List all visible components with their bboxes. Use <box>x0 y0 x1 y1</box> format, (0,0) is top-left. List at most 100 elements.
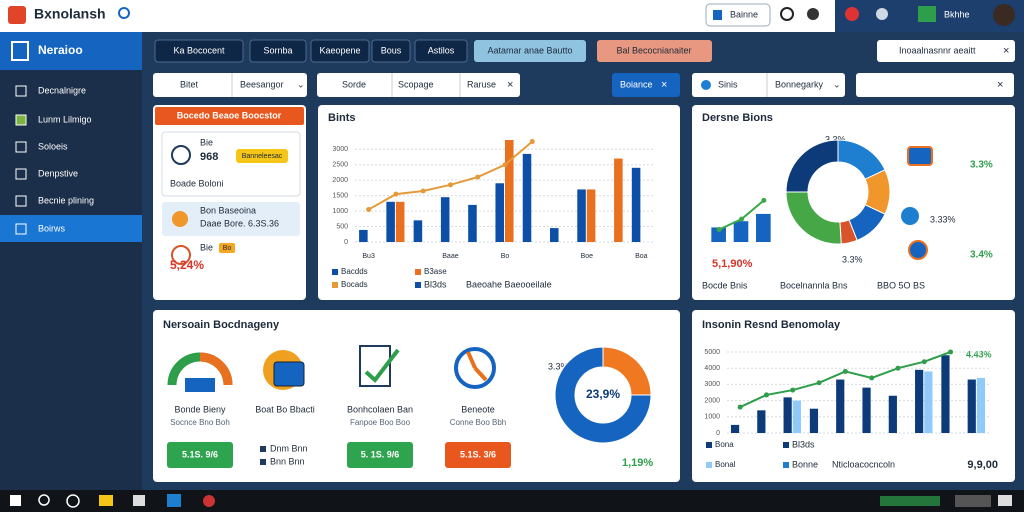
point <box>502 162 508 168</box>
icon <box>907 146 933 166</box>
point <box>895 365 901 371</box>
action-button[interactable] <box>474 40 586 62</box>
toolbar-label: Astilos <box>428 45 455 55</box>
sidebar-items: Decnalnigre Lunm Lilmigo Soloeis Denpstive B… <box>15 85 94 235</box>
logo[interactable] <box>8 6 26 24</box>
toolbar-button[interactable] <box>371 39 411 63</box>
start-button[interactable] <box>10 495 21 506</box>
bar <box>976 377 986 433</box>
point <box>790 387 796 393</box>
filter[interactable] <box>692 73 845 97</box>
close-icon[interactable]: × <box>507 79 513 91</box>
search-icon[interactable] <box>38 494 50 506</box>
kpi-button[interactable] <box>167 442 233 468</box>
toolbar-button[interactable] <box>154 39 244 63</box>
toolbar-button[interactable] <box>310 39 370 63</box>
bar <box>924 371 933 433</box>
filter-chip[interactable] <box>612 73 680 97</box>
filter-label: Sorde <box>342 79 366 89</box>
toolbar-label: Kaeopene <box>319 45 360 55</box>
kpi-button-label: 5. 1S. 9/6 <box>361 449 400 459</box>
y-tick-label: 4000 <box>704 365 720 372</box>
point <box>366 207 372 213</box>
user-name[interactable]: Bkhhe <box>944 9 970 19</box>
filter-input[interactable] <box>856 73 1014 97</box>
magnifier[interactable] <box>780 7 794 21</box>
bar <box>792 400 801 433</box>
toolbar-label: Bous <box>381 45 402 55</box>
icon <box>901 207 919 225</box>
bar <box>941 355 950 433</box>
app-icon[interactable] <box>203 495 215 507</box>
nav-item[interactable]: Boirws <box>38 223 66 233</box>
notifications[interactable] <box>998 495 1012 506</box>
stat: 3.33% <box>930 214 956 224</box>
nav-item[interactable]: Lunm Lilmigo <box>38 114 92 124</box>
task-view[interactable] <box>66 494 80 508</box>
panel-title: Dersne Bions <box>702 112 773 124</box>
kpi-title: Boat Bo Bbacti <box>255 404 315 414</box>
nav-item[interactable]: Decnalnigre <box>38 85 86 95</box>
chart-note: Nticloacocncoln <box>832 459 895 469</box>
card-sub: Daae Bore. 6.3S.36 <box>200 218 279 228</box>
bar <box>522 153 532 242</box>
toolbar-button[interactable] <box>249 39 307 63</box>
filter[interactable] <box>153 73 307 97</box>
kpi-button[interactable] <box>347 442 413 468</box>
close-icon[interactable]: × <box>1003 45 1009 57</box>
x-tick-label: Bo <box>501 253 510 260</box>
bar <box>711 227 726 242</box>
total: 9,9,00 <box>967 459 998 471</box>
x-tick-label: Boe <box>581 253 594 260</box>
action-button[interactable] <box>597 40 712 62</box>
nav-item[interactable]: Becnie plining <box>38 195 94 205</box>
bar <box>550 228 559 242</box>
kpi-icon <box>466 351 488 382</box>
icon <box>908 240 928 260</box>
panel-foot: Bocde Bnis <box>702 280 748 290</box>
sidebar-header <box>0 32 142 70</box>
point <box>716 227 722 233</box>
filter-label: Sinis <box>718 79 738 89</box>
kpi-button[interactable] <box>445 442 511 468</box>
bar <box>757 410 766 433</box>
filter-icon <box>701 80 711 90</box>
search-label: Bainne <box>730 9 758 19</box>
app-icon[interactable] <box>99 495 113 506</box>
y-tick-label: 2000 <box>332 177 348 184</box>
nav-item[interactable]: Soloeis <box>38 141 68 151</box>
close-icon[interactable]: × <box>997 79 1003 91</box>
apps-icon[interactable] <box>876 8 888 20</box>
bar <box>413 220 423 242</box>
bullet <box>260 446 266 452</box>
tray[interactable] <box>880 496 940 506</box>
bar <box>440 197 450 242</box>
y-tick-label: 2500 <box>332 162 348 169</box>
stat: 3.4% <box>970 250 993 261</box>
bar <box>468 204 477 242</box>
legend-swatch <box>415 269 421 275</box>
sidebar <box>0 32 142 490</box>
close-icon[interactable]: × <box>661 79 667 91</box>
nav-item[interactable]: Denpstive <box>38 168 78 178</box>
search-button[interactable] <box>705 3 771 27</box>
app-icon[interactable] <box>133 495 145 506</box>
y-tick-label: 3000 <box>332 146 348 153</box>
filter-select: Beesangor <box>240 79 284 89</box>
search-box[interactable] <box>877 40 1015 62</box>
toolbar-label: Sornba <box>263 45 292 55</box>
badge <box>219 243 235 253</box>
app-icon[interactable] <box>167 494 181 507</box>
settings-icon[interactable] <box>807 8 819 20</box>
filter[interactable] <box>317 73 520 97</box>
alert-icon[interactable] <box>845 7 859 21</box>
avatar[interactable] <box>993 4 1015 26</box>
card[interactable] <box>162 202 300 236</box>
panel-title: Bocedo Beaoe Boocstor <box>177 110 282 120</box>
toolbar-button[interactable] <box>414 39 468 63</box>
legend-swatch <box>783 462 789 468</box>
point <box>921 359 927 365</box>
point <box>869 375 875 381</box>
panel <box>692 310 1015 482</box>
card[interactable] <box>161 131 301 197</box>
